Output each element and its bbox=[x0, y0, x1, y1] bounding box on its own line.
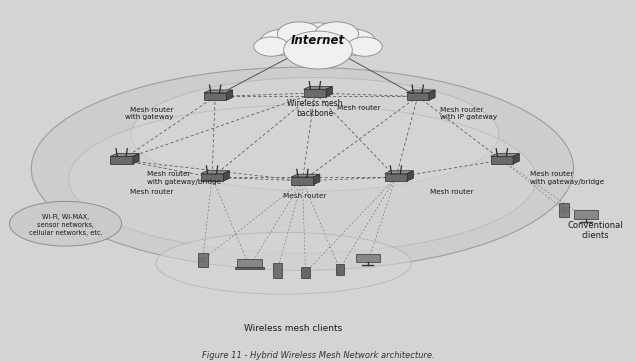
Ellipse shape bbox=[10, 201, 121, 246]
Ellipse shape bbox=[156, 232, 411, 294]
Text: Figure 11 - Hybrid Wireless Mesh Network architecture.: Figure 11 - Hybrid Wireless Mesh Network… bbox=[202, 351, 434, 360]
Circle shape bbox=[347, 37, 382, 56]
FancyBboxPatch shape bbox=[406, 93, 429, 100]
FancyBboxPatch shape bbox=[235, 267, 264, 269]
Circle shape bbox=[329, 29, 376, 55]
Text: Wireless mesh
backbone: Wireless mesh backbone bbox=[287, 99, 343, 118]
Text: Wireless mesh clients: Wireless mesh clients bbox=[244, 324, 342, 333]
FancyBboxPatch shape bbox=[574, 210, 598, 219]
Polygon shape bbox=[385, 171, 413, 173]
Polygon shape bbox=[407, 171, 413, 181]
Ellipse shape bbox=[69, 105, 536, 253]
Polygon shape bbox=[490, 153, 520, 156]
FancyBboxPatch shape bbox=[237, 259, 262, 267]
Text: Mesh router
with gateway/bridge: Mesh router with gateway/bridge bbox=[530, 172, 604, 185]
FancyBboxPatch shape bbox=[303, 89, 326, 97]
Polygon shape bbox=[326, 87, 333, 97]
Polygon shape bbox=[223, 171, 230, 181]
Ellipse shape bbox=[131, 77, 499, 191]
Polygon shape bbox=[513, 153, 520, 164]
Polygon shape bbox=[133, 153, 139, 164]
Text: Mesh router: Mesh router bbox=[282, 193, 326, 199]
FancyBboxPatch shape bbox=[201, 173, 223, 181]
Text: Mesh router: Mesh router bbox=[130, 189, 174, 195]
FancyBboxPatch shape bbox=[490, 156, 513, 164]
Polygon shape bbox=[111, 153, 139, 156]
Polygon shape bbox=[314, 174, 320, 185]
Circle shape bbox=[254, 37, 289, 56]
Circle shape bbox=[260, 29, 307, 55]
FancyBboxPatch shape bbox=[356, 253, 380, 262]
FancyBboxPatch shape bbox=[385, 173, 407, 181]
Circle shape bbox=[284, 31, 352, 69]
Text: Mesh router
with gateway/bridge: Mesh router with gateway/bridge bbox=[147, 172, 221, 185]
FancyBboxPatch shape bbox=[301, 267, 310, 278]
Polygon shape bbox=[201, 171, 230, 173]
FancyBboxPatch shape bbox=[198, 253, 208, 267]
FancyBboxPatch shape bbox=[291, 177, 314, 185]
FancyBboxPatch shape bbox=[336, 264, 344, 275]
Polygon shape bbox=[429, 90, 435, 100]
Polygon shape bbox=[204, 90, 233, 93]
FancyBboxPatch shape bbox=[273, 263, 282, 278]
Ellipse shape bbox=[31, 67, 574, 270]
Text: Internet: Internet bbox=[291, 34, 345, 47]
Circle shape bbox=[315, 22, 359, 46]
Polygon shape bbox=[406, 90, 435, 93]
Text: Mesh router: Mesh router bbox=[336, 105, 380, 111]
Circle shape bbox=[277, 22, 321, 46]
FancyBboxPatch shape bbox=[559, 203, 569, 217]
FancyBboxPatch shape bbox=[204, 93, 226, 100]
Polygon shape bbox=[291, 174, 320, 177]
Text: Mesh router: Mesh router bbox=[430, 189, 474, 195]
Text: Wi-Fi, Wi-MAX,
sensor networks,
cellular networks, etc.: Wi-Fi, Wi-MAX, sensor networks, cellular… bbox=[29, 214, 102, 236]
Polygon shape bbox=[303, 87, 333, 89]
FancyBboxPatch shape bbox=[111, 156, 133, 164]
Text: Conventional
clients: Conventional clients bbox=[567, 221, 623, 240]
Text: Mesh router
with gateway: Mesh router with gateway bbox=[125, 107, 174, 120]
Circle shape bbox=[286, 23, 350, 59]
Polygon shape bbox=[226, 90, 233, 100]
Text: Mesh router
with IP gateway: Mesh router with IP gateway bbox=[439, 107, 497, 120]
